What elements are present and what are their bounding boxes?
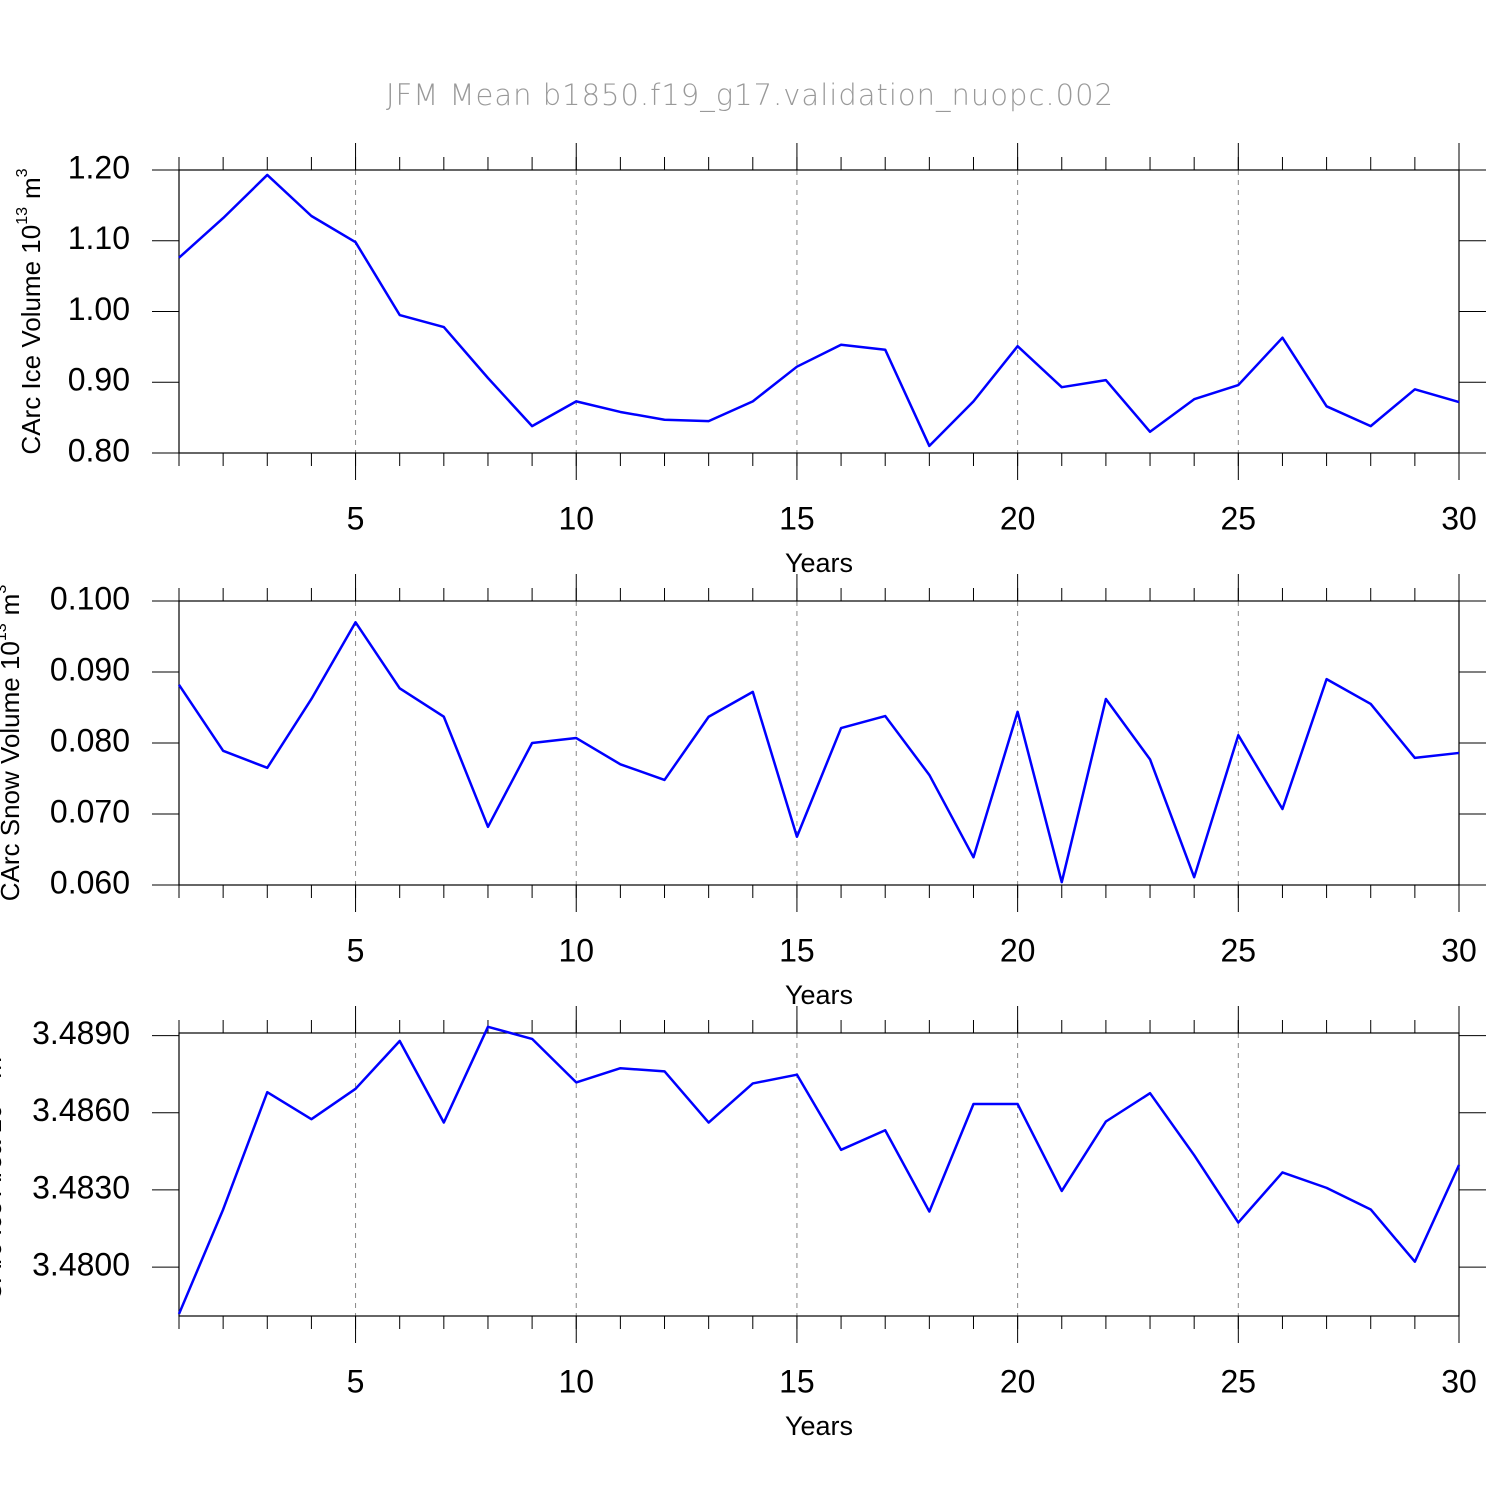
y-axis-label-unit: m xyxy=(0,594,25,616)
y-tick-label: 0.80 xyxy=(68,432,130,468)
y-tick-label: 0.90 xyxy=(68,362,130,398)
x-axis-label: Years xyxy=(785,548,853,578)
x-tick-label: 10 xyxy=(558,500,594,536)
y-tick-label: 1.20 xyxy=(68,149,130,185)
y-axis-label-unit: m xyxy=(0,1057,7,1079)
y-axis-label-text: CArc Ice Volume 10 xyxy=(16,225,46,455)
x-tick-label: 15 xyxy=(779,1363,815,1399)
y-axis-label: CArc Ice Volume 1013 m3 xyxy=(14,168,46,454)
y-tick-label: 0.060 xyxy=(50,864,130,900)
x-tick-label: 20 xyxy=(1000,500,1036,536)
y-tick-label: 1.10 xyxy=(68,220,130,256)
plot-frame xyxy=(178,169,1460,454)
x-tick-label: 30 xyxy=(1441,1363,1477,1399)
y-axis-label-unit: m xyxy=(16,177,46,199)
y-axis-label: CArc Snow Volume 1013 m3 xyxy=(0,585,25,902)
y-tick-label: 3.4830 xyxy=(32,1169,130,1205)
x-tick-label: 15 xyxy=(779,932,815,968)
y-tick-label: 0.080 xyxy=(50,722,130,758)
y-tick-label: 0.100 xyxy=(50,580,130,616)
x-tick-label: 25 xyxy=(1221,1363,1257,1399)
x-axis-label: Years xyxy=(785,1411,853,1441)
y-axis-label-unit-exponent: 3 xyxy=(0,585,10,594)
y-tick-label: 3.4800 xyxy=(32,1247,130,1283)
y-tick-label: 3.4890 xyxy=(32,1015,130,1051)
x-tick-label: 5 xyxy=(347,500,365,536)
x-tick-label: 30 xyxy=(1441,500,1477,536)
x-tick-label: 25 xyxy=(1221,932,1257,968)
x-tick-label: 25 xyxy=(1221,500,1257,536)
y-axis-label-exponent: 13 xyxy=(0,623,10,641)
y-axis-label: CArc Ice Area 1012m2 xyxy=(0,1048,7,1301)
x-tick-label: 10 xyxy=(558,932,594,968)
y-tick-label: 1.00 xyxy=(68,291,130,327)
chart-title: JFM Mean b1850.f19_g17.validation_nuopc.… xyxy=(386,78,1114,113)
data-line xyxy=(178,173,1460,448)
x-tick-label: 30 xyxy=(1441,932,1477,968)
data-line xyxy=(177,621,1460,884)
y-axis-label-exponent: 13 xyxy=(14,207,31,225)
plot-frame xyxy=(178,1032,1460,1317)
x-tick-label: 5 xyxy=(347,932,365,968)
y-axis-label-text: CArc Snow Volume 10 xyxy=(0,641,25,901)
x-tick-label: 15 xyxy=(779,500,815,536)
y-axis-label-unit-exponent: 3 xyxy=(14,168,31,177)
data-line xyxy=(177,1025,1461,1315)
x-tick-label: 20 xyxy=(1000,932,1036,968)
y-tick-label: 3.4860 xyxy=(32,1092,130,1128)
x-tick-label: 20 xyxy=(1000,1363,1036,1399)
plot-frame xyxy=(178,600,1460,886)
x-tick-label: 10 xyxy=(558,1363,594,1399)
y-tick-label: 0.090 xyxy=(50,651,130,687)
y-tick-label: 0.070 xyxy=(50,793,130,829)
x-axis-label: Years xyxy=(785,980,853,1010)
y-axis-label-text: CArc Ice Area 10 xyxy=(0,1104,7,1301)
x-tick-label: 5 xyxy=(347,1363,365,1399)
